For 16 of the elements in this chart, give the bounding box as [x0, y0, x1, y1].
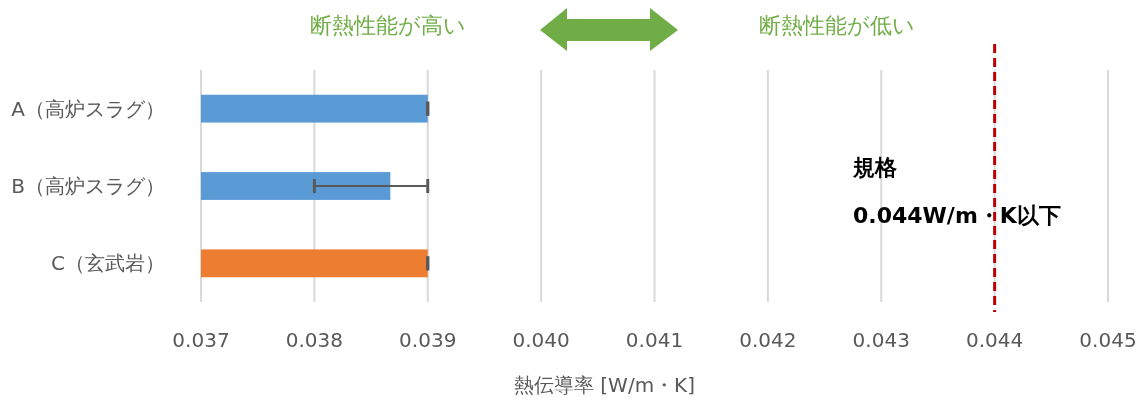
x-tick-label: 0.044	[965, 328, 1024, 352]
text: 断熱性能が低い	[759, 13, 915, 38]
y-tick-label: C（玄武岩）	[51, 251, 165, 276]
x-axis-title: 熱伝導率 [W/m・K]	[513, 373, 696, 397]
x-tick-label: 0.039	[399, 328, 457, 352]
y-tick-label: B（高炉スラグ）	[11, 174, 165, 198]
text: 断熱性能が高い	[310, 13, 466, 38]
y-tick-label: A（高炉スラグ）	[11, 96, 165, 121]
x-tick-label: 0.038	[285, 328, 344, 352]
ref-line-label: 規格 0.044W/m・K以下	[852, 155, 1061, 228]
x-tick-label: 0.045	[1079, 328, 1137, 352]
x-tick-label: 0.041	[625, 328, 684, 352]
x-tick-label: 0.042	[739, 328, 797, 352]
x-tick-label: 0.043	[852, 328, 910, 352]
x-tick-label: 0.040	[512, 328, 570, 352]
x-tick-label: 0.037	[172, 328, 230, 352]
